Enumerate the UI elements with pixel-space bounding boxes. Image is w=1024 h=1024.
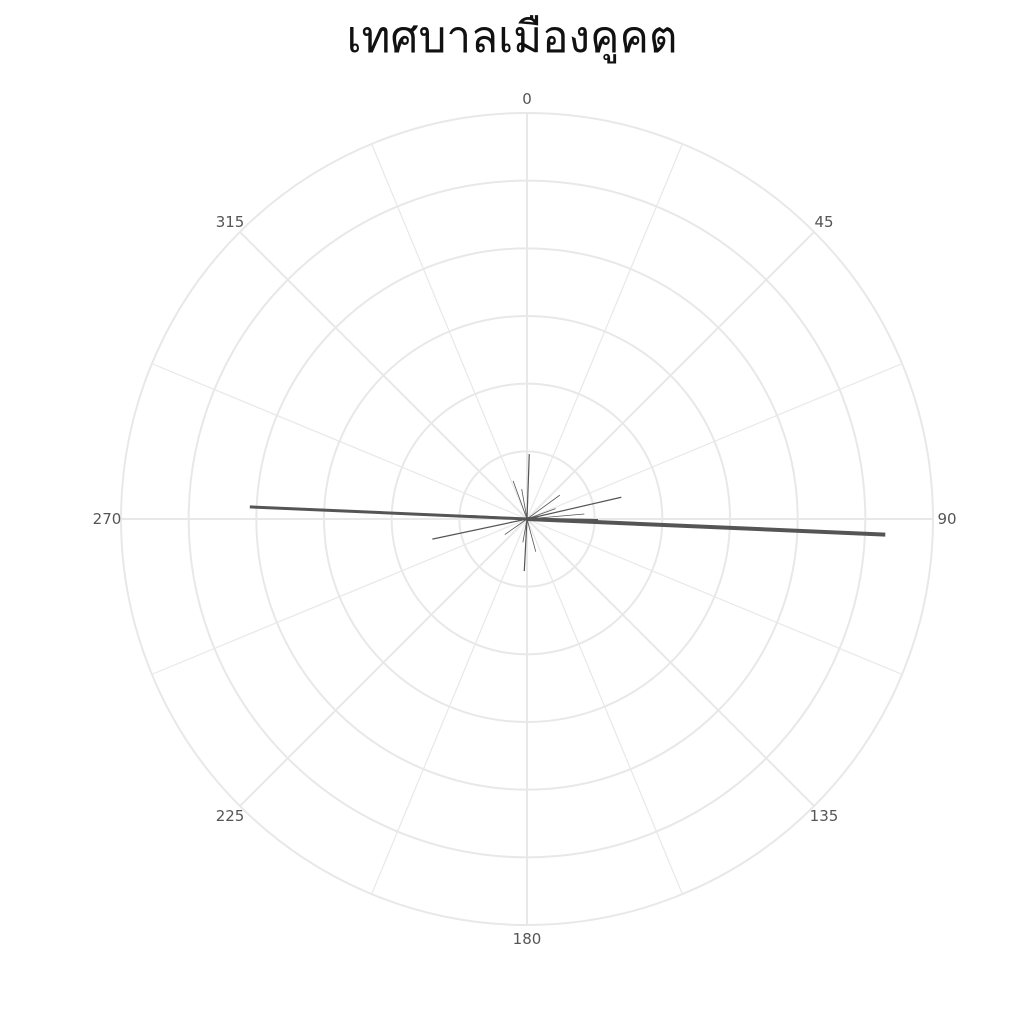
grid-ring (120, 112, 934, 926)
angular-tick-label: 45 (814, 213, 833, 231)
angular-tick-label: 180 (513, 930, 542, 948)
grid-ring (323, 315, 731, 723)
angular-tick-label: 270 (93, 510, 122, 528)
angular-tick-label: 90 (937, 510, 956, 528)
data-segment (504, 518, 528, 535)
angular-tick-label: 135 (810, 807, 839, 825)
angular-tick-label: 0 (522, 90, 532, 108)
data-segment (521, 488, 528, 520)
grid-ring (390, 382, 664, 656)
data-segment (526, 496, 622, 520)
data-segment (526, 454, 530, 520)
data-segment (523, 518, 528, 572)
grid-ring (187, 179, 867, 859)
data-segment (526, 513, 585, 520)
data-segment (522, 518, 528, 543)
grid-ring (255, 247, 799, 791)
data-segment (526, 517, 599, 522)
data-segment (512, 480, 528, 520)
angular-tick-label: 225 (216, 807, 245, 825)
data-segment (526, 494, 561, 520)
data-segment (469, 514, 528, 520)
angular-tick-label: 315 (216, 213, 245, 231)
data-segment (526, 518, 537, 552)
data-segment (526, 508, 556, 520)
chart-title: เทศบาลเมืองคูคต (346, 12, 678, 63)
data-segment (526, 517, 886, 537)
data-segment (432, 518, 528, 540)
